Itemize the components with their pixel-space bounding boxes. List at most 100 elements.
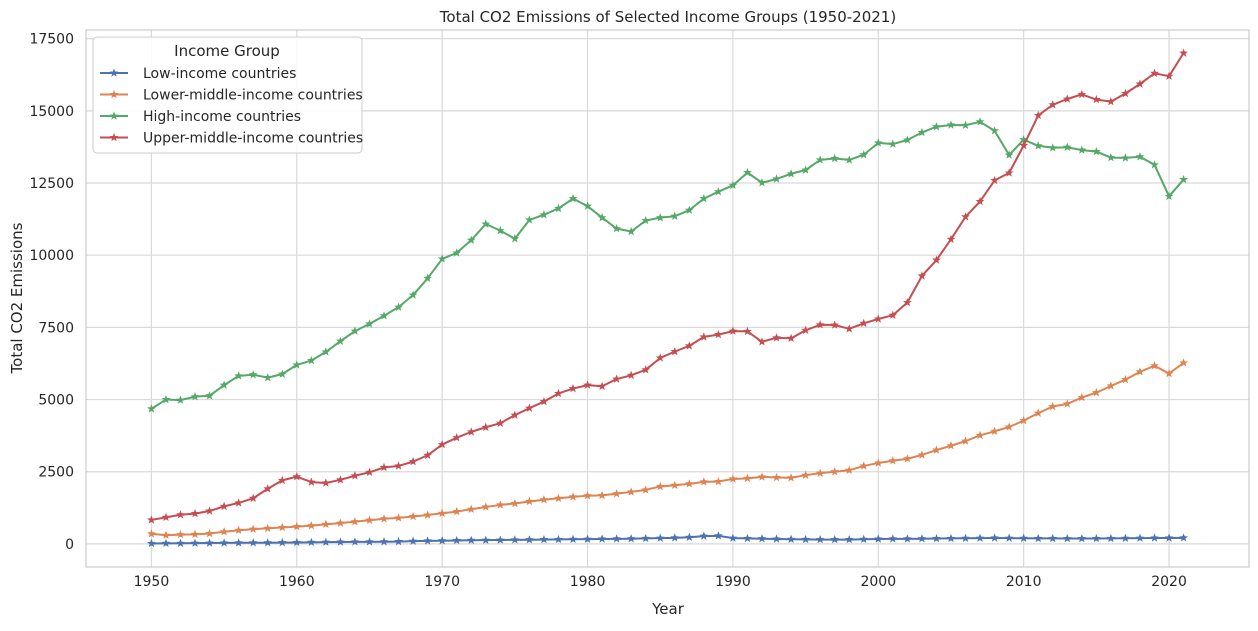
data-point — [408, 290, 418, 299]
data-point — [917, 127, 927, 137]
data-point — [248, 370, 258, 379]
data-point — [292, 360, 302, 369]
data-point — [961, 212, 970, 221]
data-point — [423, 510, 433, 519]
data-point — [597, 490, 607, 500]
data-point — [292, 537, 302, 547]
data-point — [699, 531, 709, 540]
data-point — [684, 205, 694, 214]
data-point — [626, 226, 636, 236]
data-point — [481, 422, 491, 431]
data-point — [757, 337, 767, 346]
series-line — [150, 120, 1185, 410]
data-point — [495, 535, 505, 544]
data-point — [859, 534, 869, 544]
data-point — [641, 485, 651, 494]
data-point — [801, 325, 810, 334]
data-point — [539, 495, 549, 504]
data-point — [336, 475, 345, 484]
data-point — [147, 538, 156, 548]
data-point — [1062, 142, 1072, 151]
series-2 — [147, 358, 1188, 539]
data-point — [1121, 153, 1130, 162]
data-point — [873, 138, 883, 147]
data-point — [612, 374, 621, 383]
data-point — [1004, 533, 1014, 542]
data-point — [815, 320, 825, 329]
x-tick-label: 1950 — [134, 574, 170, 590]
series-3 — [147, 117, 1188, 413]
data-point — [263, 484, 273, 493]
data-point — [394, 461, 403, 470]
data-point — [539, 210, 549, 219]
data-point — [190, 529, 200, 539]
data-point — [1179, 358, 1188, 367]
data-point — [1106, 533, 1116, 543]
data-point — [1091, 388, 1101, 397]
data-point — [568, 492, 578, 501]
data-point — [1019, 533, 1029, 542]
data-point — [670, 480, 680, 490]
data-point — [873, 458, 883, 467]
data-point — [699, 332, 709, 341]
data-point — [655, 213, 665, 222]
data-point — [1106, 381, 1116, 390]
y-tick-label: 15000 — [29, 104, 74, 120]
data-point — [350, 326, 360, 335]
data-point — [408, 511, 418, 521]
data-point — [437, 536, 447, 545]
data-series — [147, 48, 1188, 548]
data-point — [1033, 408, 1043, 417]
data-point — [655, 533, 665, 542]
data-point — [1106, 153, 1116, 162]
data-point — [932, 255, 941, 264]
data-point — [234, 538, 244, 547]
data-point — [554, 203, 563, 213]
series-1 — [147, 531, 1188, 548]
data-point — [495, 226, 505, 235]
data-point — [1121, 375, 1130, 384]
data-point — [786, 534, 796, 544]
legend-title: Income Group — [174, 42, 280, 60]
data-point — [961, 533, 970, 542]
data-point — [1150, 160, 1159, 169]
data-point — [568, 534, 578, 544]
data-point — [1033, 141, 1043, 150]
data-point — [1179, 174, 1188, 184]
data-point — [917, 450, 927, 459]
data-point — [539, 534, 549, 544]
data-point — [321, 537, 331, 546]
data-point — [205, 538, 214, 547]
data-point — [1048, 143, 1058, 152]
data-point — [728, 474, 738, 483]
data-point — [321, 519, 331, 528]
data-point — [670, 211, 680, 220]
data-point — [1004, 150, 1014, 159]
data-point — [684, 341, 694, 350]
data-point — [306, 355, 316, 365]
data-point — [612, 224, 621, 233]
x-tick-label: 2000 — [860, 574, 896, 590]
data-point — [583, 380, 592, 389]
data-point — [510, 498, 520, 508]
data-point — [350, 471, 360, 480]
data-point — [714, 531, 723, 540]
data-point — [670, 533, 680, 542]
data-point — [1150, 533, 1159, 542]
data-point — [219, 538, 229, 547]
data-point — [902, 534, 912, 543]
data-point — [990, 533, 999, 542]
data-point — [844, 534, 854, 544]
data-point — [292, 521, 302, 531]
data-point — [1019, 416, 1029, 425]
data-point — [292, 472, 302, 481]
data-point — [423, 273, 433, 283]
data-point — [568, 383, 578, 393]
data-point — [1062, 399, 1072, 408]
data-point — [176, 395, 185, 404]
data-point — [306, 521, 316, 530]
data-point — [641, 215, 651, 225]
legend-marker — [109, 89, 119, 99]
data-point — [902, 454, 912, 463]
chart-title: Total CO2 Emissions of Selected Income G… — [439, 8, 896, 26]
